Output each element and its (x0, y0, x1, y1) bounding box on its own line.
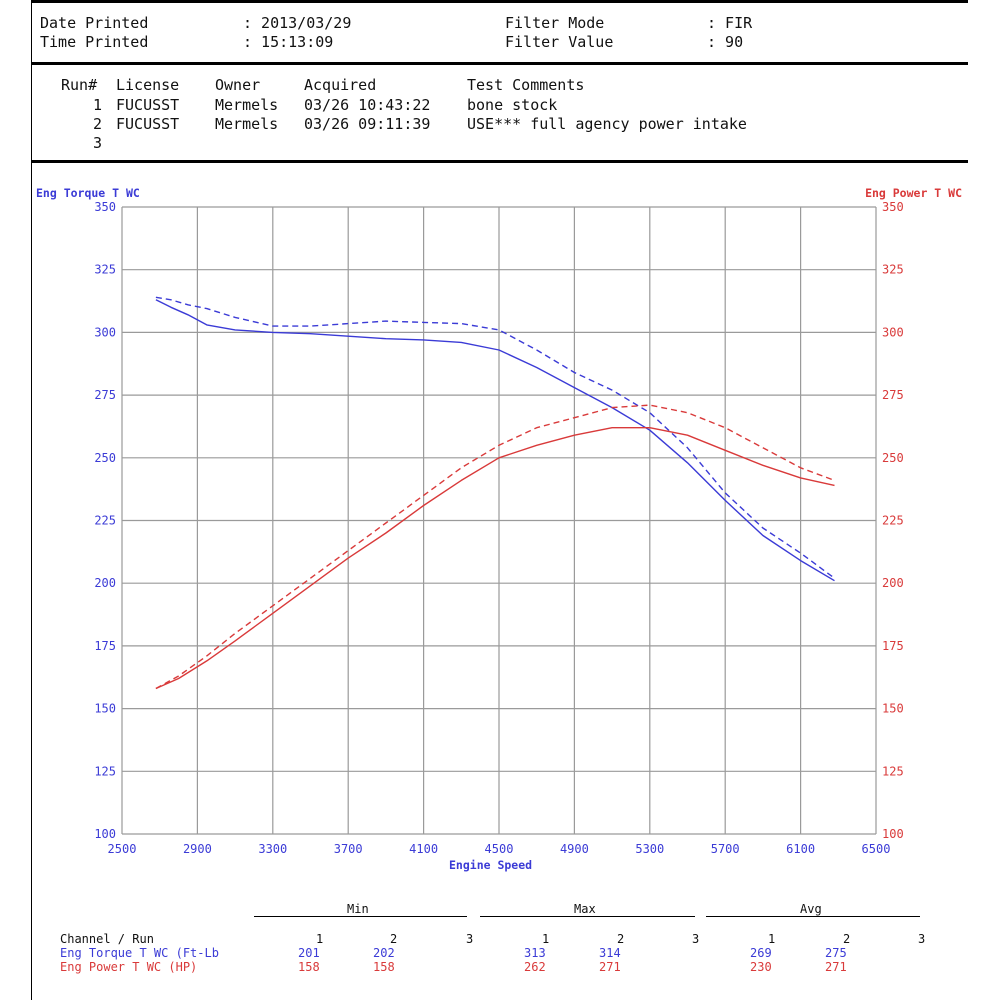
right-y-tick-label: 275 (882, 388, 904, 402)
date-printed-value: : 2013/03/29 (243, 14, 352, 32)
summary-power-min-run1: 158 (298, 960, 320, 974)
x-tick-label: 4500 (485, 842, 514, 856)
summary-torque-max-run2: 314 (599, 946, 621, 960)
summary-header-max: Max (574, 902, 596, 916)
runs-rule-bottom (32, 160, 968, 163)
x-tick-label: 6100 (786, 842, 815, 856)
summary-power-max-run2: 271 (599, 960, 621, 974)
summary-run-number: 2 (390, 932, 398, 946)
runs-col-comments: Test Comments (467, 76, 585, 94)
summary-run-number: 3 (466, 932, 474, 946)
x-tick-label: 5300 (635, 842, 664, 856)
x-tick-label: 3300 (258, 842, 287, 856)
right-y-tick-label: 350 (882, 200, 904, 214)
filter-mode-value: : FIR (707, 14, 753, 32)
run-acquired: 03/26 10:43:22 (304, 96, 431, 114)
x-tick-label: 5700 (711, 842, 740, 856)
summary-power-label: Eng Power T WC (HP) (60, 960, 198, 974)
summary-power-avg-run1: 230 (750, 960, 772, 974)
right-y-tick-label: 150 (882, 702, 904, 716)
runs-col-run: Run# (61, 76, 98, 94)
right-y-tick-label: 225 (882, 514, 904, 528)
x-tick-label: 2900 (183, 842, 212, 856)
summary-channel-run-label: Channel / Run (60, 932, 154, 946)
left-y-tick-label: 200 (94, 576, 116, 590)
date-printed-label: Date Printed (40, 14, 149, 32)
left-y-tick-label: 250 (94, 451, 116, 465)
left-y-tick-label: 175 (94, 639, 116, 653)
summary-avg-rule (706, 916, 920, 917)
left-y-tick-label: 225 (94, 514, 116, 528)
run-number: 2 (93, 115, 103, 133)
x-tick-label: 4100 (409, 842, 438, 856)
left-y-tick-label: 100 (94, 827, 116, 841)
run-number: 1 (93, 96, 103, 114)
header-rule-top (32, 0, 968, 3)
summary-torque-avg-run1: 269 (750, 946, 772, 960)
time-printed-label: Time Printed (40, 33, 149, 51)
filter-value-value: : 90 (707, 33, 744, 51)
summary-header-min: Min (347, 902, 369, 916)
filter-mode-label: Filter Mode (505, 14, 605, 32)
left-y-tick-label: 300 (94, 325, 116, 339)
left-axis-label: Eng Torque T WC (36, 186, 140, 200)
right-y-tick-label: 300 (882, 325, 904, 339)
left-y-tick-label: 275 (94, 388, 116, 402)
right-y-tick-label: 125 (882, 764, 904, 778)
power-run1-line (155, 427, 835, 690)
run-number: 3 (93, 134, 103, 152)
torque-run1-line (155, 299, 835, 582)
right-y-tick-label: 100 (882, 827, 904, 841)
left-y-tick-label: 325 (94, 263, 116, 277)
right-y-tick-label: 250 (882, 451, 904, 465)
runs-col-acquired: Acquired (304, 76, 377, 94)
summary-run-number: 1 (316, 932, 324, 946)
summary-run-number: 1 (768, 932, 776, 946)
summary-torque-label: Eng Torque T WC (Ft-Lb (60, 946, 219, 960)
summary-torque-min-run2: 202 (373, 946, 395, 960)
summary-run-number: 2 (843, 932, 851, 946)
summary-run-number: 1 (542, 932, 550, 946)
header-rule-bottom (32, 62, 968, 65)
time-printed-value: : 15:13:09 (243, 33, 334, 51)
summary-torque-avg-run2: 275 (825, 946, 847, 960)
left-y-tick-label: 150 (94, 702, 116, 716)
filter-value-label: Filter Value (505, 33, 614, 51)
right-axis-label: Eng Power T WC (865, 186, 962, 200)
summary-run-number: 3 (692, 932, 700, 946)
run-comment: bone stock (467, 96, 558, 114)
page-frame (31, 0, 32, 1000)
x-tick-label: 6500 (862, 842, 891, 856)
summary-power-avg-run2: 271 (825, 960, 847, 974)
summary-torque-max-run1: 313 (524, 946, 546, 960)
summary-run-number: 3 (918, 932, 926, 946)
x-tick-label: 2500 (108, 842, 137, 856)
right-y-tick-label: 200 (882, 576, 904, 590)
x-axis-label: Engine Speed (449, 858, 533, 872)
run-license: FUCUSST (116, 115, 180, 133)
run-acquired: 03/26 09:11:39 (304, 115, 431, 133)
left-y-tick-label: 125 (94, 764, 116, 778)
x-tick-label: 4900 (560, 842, 589, 856)
runs-col-owner: Owner (215, 76, 261, 94)
torque-run2-line (155, 296, 835, 579)
power-run2-line (155, 404, 835, 690)
summary-power-min-run2: 158 (373, 960, 395, 974)
run-owner: Mermels (215, 115, 279, 133)
runs-col-license: License (116, 76, 180, 94)
run-owner: Mermels (215, 96, 279, 114)
run-comment: USE*** full agency power intake (467, 115, 747, 133)
right-y-tick-label: 325 (882, 263, 904, 277)
run-license: FUCUSST (116, 96, 180, 114)
summary-run-number: 2 (617, 932, 625, 946)
right-y-tick-label: 175 (882, 639, 904, 653)
summary-max-rule (480, 916, 695, 917)
x-tick-label: 3700 (334, 842, 363, 856)
summary-header-avg: Avg (800, 902, 822, 916)
summary-power-max-run1: 262 (524, 960, 546, 974)
summary-min-rule (254, 916, 467, 917)
summary-torque-min-run1: 201 (298, 946, 320, 960)
left-y-tick-label: 350 (94, 200, 116, 214)
